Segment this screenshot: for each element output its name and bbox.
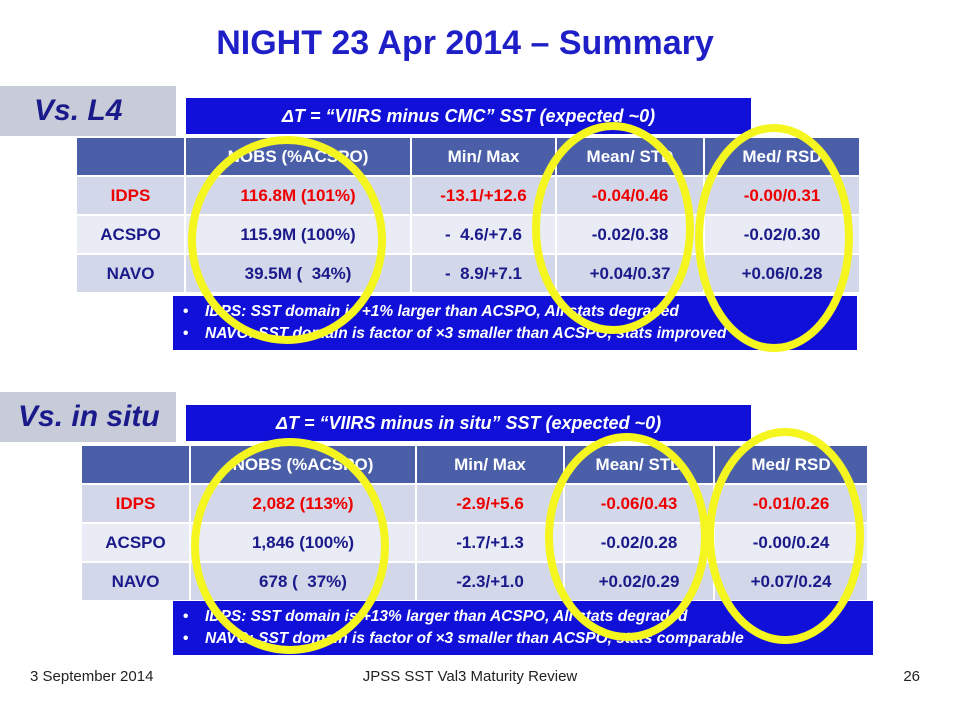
table-cell: 116.8M (101%) — [185, 176, 412, 216]
table-cell: -0.06/0.43 — [564, 484, 715, 524]
table-cell: -0.00/0.24 — [714, 523, 869, 563]
row-name: ACSPO — [77, 215, 186, 255]
header-cell: Mean/ STD — [564, 446, 715, 485]
table-row: NAVO 678 ( 37%) -2.3/+1.0 +0.02/0.29 +0.… — [82, 562, 869, 602]
table-cell: -1.7/+1.3 — [416, 523, 565, 563]
table-cell: - 4.6/+7.6 — [411, 215, 557, 255]
table-cell: +0.07/0.24 — [714, 562, 869, 602]
delta-definition-l4: ΔT = “VIIRS minus CMC” SST (expected ~0) — [186, 98, 751, 134]
table-cell: -13.1/+12.6 — [411, 176, 557, 216]
table-cell: 1,846 (100%) — [190, 523, 417, 563]
stats-table-insitu: NOBS (%ACSPO) Min/ Max Mean/ STD Med/ RS… — [82, 446, 869, 602]
header-cell — [77, 138, 186, 177]
findings-box-insitu: IDPS: SST domain is +13% larger than ACS… — [173, 601, 873, 655]
table-header-row: NOBS (%ACSPO) Min/ Max Mean/ STD Med/ RS… — [77, 138, 861, 177]
table-row: IDPS 2,082 (113%) -2.9/+5.6 -0.06/0.43 -… — [82, 484, 869, 524]
table-cell: -0.02/0.38 — [556, 215, 705, 255]
slide-title: NIGHT 23 Apr 2014 – Summary — [216, 24, 714, 62]
header-cell: Med/ RSD — [714, 446, 869, 485]
table-cell: 678 ( 37%) — [190, 562, 417, 602]
stats-table-l4: NOBS (%ACSPO) Min/ Max Mean/ STD Med/ RS… — [77, 138, 861, 294]
row-name: IDPS — [77, 176, 186, 216]
table-cell: -0.04/0.46 — [556, 176, 705, 216]
table-cell: -0.00/0.31 — [704, 176, 861, 216]
header-cell — [82, 446, 191, 485]
header-cell: NOBS (%ACSPO) — [190, 446, 417, 485]
page-number: 26 — [903, 668, 920, 685]
table-header-row: NOBS (%ACSPO) Min/ Max Mean/ STD Med/ RS… — [82, 446, 869, 485]
table-cell: +0.06/0.28 — [704, 254, 861, 294]
table-cell: -0.02/0.30 — [704, 215, 861, 255]
table-cell: -0.02/0.28 — [564, 523, 715, 563]
table-cell: 39.5M ( 34%) — [185, 254, 412, 294]
row-name: NAVO — [82, 562, 191, 602]
row-name: IDPS — [82, 484, 191, 524]
findings-box-l4: IDPS: SST domain is +1% larger than ACSP… — [173, 296, 857, 350]
table-row: ACSPO 115.9M (100%) - 4.6/+7.6 -0.02/0.3… — [77, 215, 861, 255]
table-cell: +0.02/0.29 — [564, 562, 715, 602]
header-cell: NOBS (%ACSPO) — [185, 138, 412, 177]
table-cell: -0.01/0.26 — [714, 484, 869, 524]
delta-definition-insitu: ΔT = “VIIRS minus in situ” SST (expected… — [186, 405, 751, 441]
finding-item: NAVO: SST domain is factor of ×3 smaller… — [183, 628, 865, 650]
header-cell: Med/ RSD — [704, 138, 861, 177]
table-row: IDPS 116.8M (101%) -13.1/+12.6 -0.04/0.4… — [77, 176, 861, 216]
footer-event: JPSS SST Val3 Maturity Review — [362, 668, 578, 685]
table-cell: - 8.9/+7.1 — [411, 254, 557, 294]
finding-item: IDPS: SST domain is +1% larger than ACSP… — [183, 301, 849, 323]
table-cell: -2.3/+1.0 — [416, 562, 565, 602]
footer-date: 3 September 2014 — [30, 668, 154, 685]
row-name: ACSPO — [82, 523, 191, 563]
finding-item: IDPS: SST domain is +13% larger than ACS… — [183, 606, 865, 628]
table-row: NAVO 39.5M ( 34%) - 8.9/+7.1 +0.04/0.37 … — [77, 254, 861, 294]
table-cell: 2,082 (113%) — [190, 484, 417, 524]
header-cell: Mean/ STD — [556, 138, 705, 177]
header-cell: Min/ Max — [416, 446, 565, 485]
section-label-l4: Vs. L4 — [0, 86, 176, 136]
table-cell: +0.04/0.37 — [556, 254, 705, 294]
row-name: NAVO — [77, 254, 186, 294]
section-label-insitu: Vs. in situ — [0, 392, 176, 442]
table-cell: 115.9M (100%) — [185, 215, 412, 255]
table-row: ACSPO 1,846 (100%) -1.7/+1.3 -0.02/0.28 … — [82, 523, 869, 563]
table-cell: -2.9/+5.6 — [416, 484, 565, 524]
finding-item: NAVO: SST domain is factor of ×3 smaller… — [183, 323, 849, 345]
header-cell: Min/ Max — [411, 138, 557, 177]
